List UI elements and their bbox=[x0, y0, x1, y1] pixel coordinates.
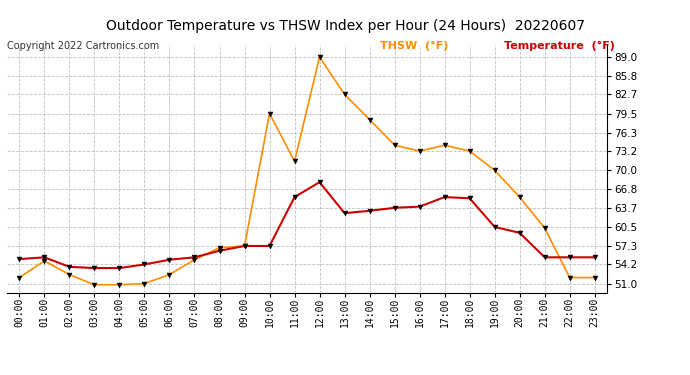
Text: Temperature  (°F): Temperature (°F) bbox=[504, 41, 615, 51]
Text: THSW  (°F): THSW (°F) bbox=[380, 41, 448, 51]
Text: Outdoor Temperature vs THSW Index per Hour (24 Hours)  20220607: Outdoor Temperature vs THSW Index per Ho… bbox=[106, 19, 584, 33]
Text: Copyright 2022 Cartronics.com: Copyright 2022 Cartronics.com bbox=[7, 41, 159, 51]
